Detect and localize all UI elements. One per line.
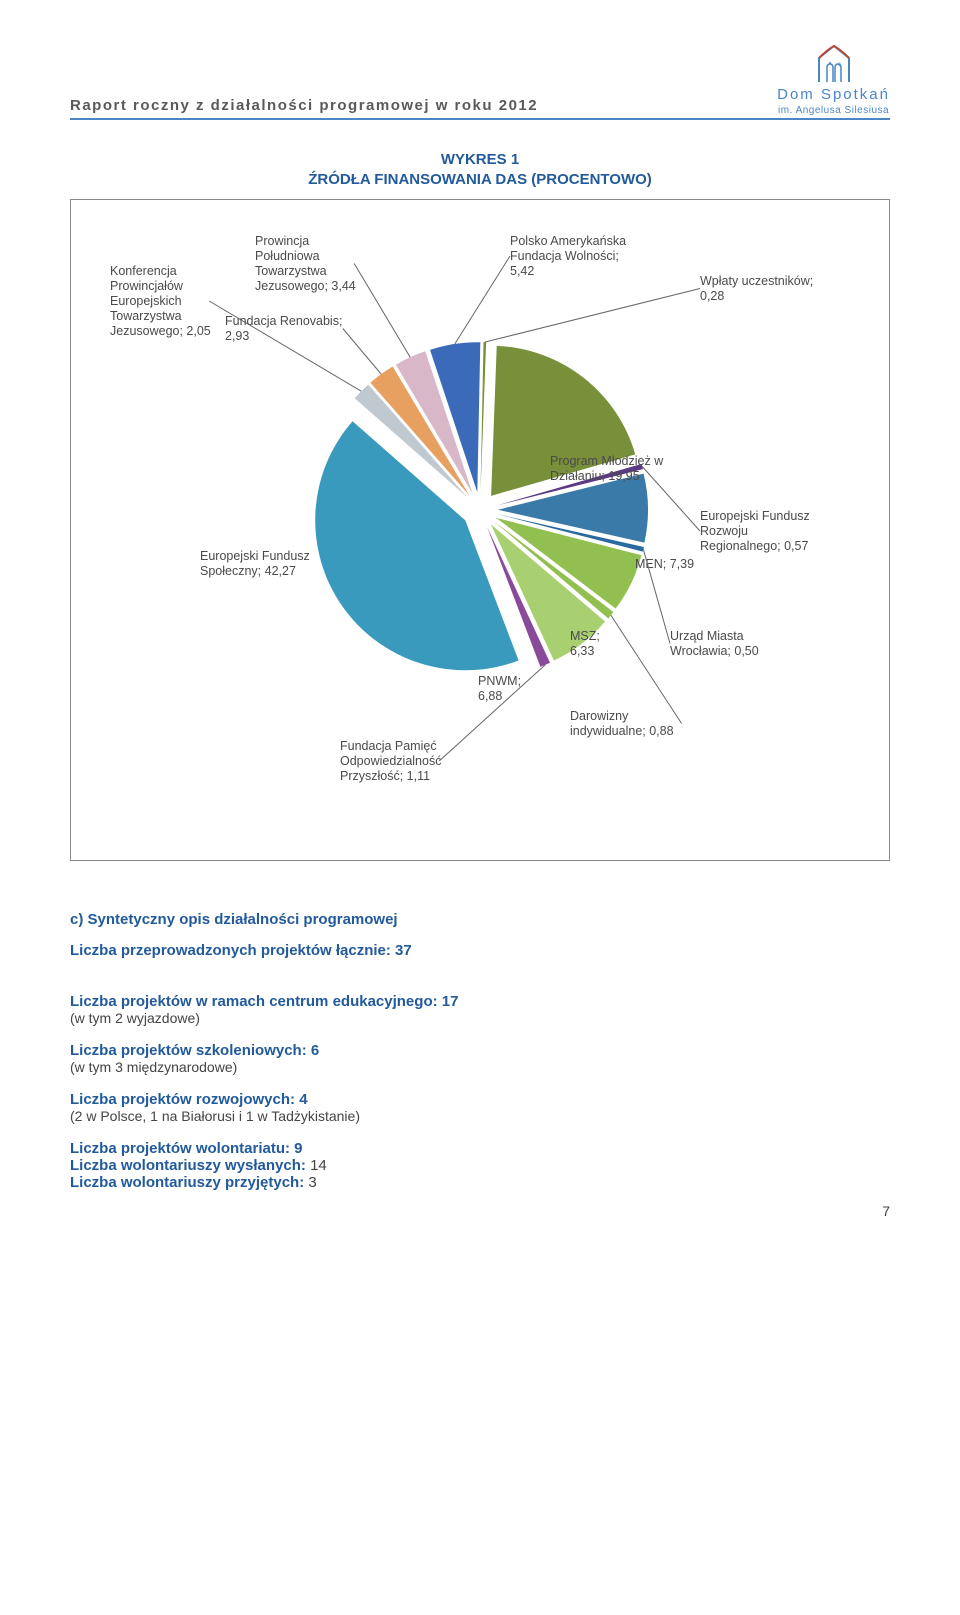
stat-head: Liczba projektów szkoleniowych: 6 bbox=[70, 1042, 890, 1059]
chart-slice-label: KonferencjaProwincjałówEuropejskichTowar… bbox=[110, 264, 211, 338]
pie-chart-container: Wpłaty uczestników;0,28 Program Młodzież … bbox=[70, 199, 890, 861]
chart-slice-label: Wpłaty uczestników;0,28 bbox=[700, 274, 813, 303]
chart-slice-label: PNWM;6,88 bbox=[478, 674, 521, 703]
page-header: Raport roczny z działalności programowej… bbox=[70, 40, 890, 120]
chart-title: WYKRES 1 ŹRÓDŁA FINANSOWANIA DAS (PROCEN… bbox=[70, 150, 890, 189]
chart-slice-label: Urząd MiastaWrocławia; 0,50 bbox=[670, 629, 759, 658]
section-c-heading: c) Syntetyczny opis działalności program… bbox=[70, 911, 890, 928]
logo-main-text: Dom Spotkań bbox=[777, 86, 890, 103]
section-c: c) Syntetyczny opis działalności program… bbox=[70, 911, 890, 1191]
volunteer-block: Liczba projektów wolontariatu: 9 Liczba … bbox=[70, 1140, 890, 1191]
stat-block: Liczba projektów rozwojowych: 4(2 w Pols… bbox=[70, 1091, 890, 1124]
leader-line bbox=[455, 256, 510, 344]
stat-block: Liczba projektów szkoleniowych: 6(w tym … bbox=[70, 1042, 890, 1075]
volunteers-received: Liczba wolontariuszy przyjętych: 3 bbox=[70, 1174, 890, 1191]
chart-slice-label: MSZ;6,33 bbox=[570, 629, 600, 658]
stat-sub: (w tym 3 międzynarodowe) bbox=[70, 1059, 890, 1075]
page-number: 7 bbox=[882, 1203, 890, 1219]
chart-slice-label: Program Młodzież wDziałaniu; 19,95 bbox=[550, 454, 664, 483]
volunteers-sent: Liczba wolontariuszy wysłanych: 14 bbox=[70, 1157, 890, 1174]
pie-chart: Wpłaty uczestników;0,28 Program Młodzież … bbox=[80, 210, 880, 850]
chart-slice-label: ProwincjaPołudniowaTowarzystwaJezusowego… bbox=[255, 234, 356, 293]
chart-slice-label: Europejski FunduszRozwojuRegionalnego; 0… bbox=[700, 509, 810, 553]
stat-head: Liczba projektów rozwojowych: 4 bbox=[70, 1091, 890, 1108]
stat-sub: (2 w Polsce, 1 na Białorusi i 1 w Tadżyk… bbox=[70, 1108, 890, 1124]
stat-block: Liczba projektów w ramach centrum edukac… bbox=[70, 993, 890, 1026]
logo-sub-text: im. Angelusa Silesiusa bbox=[777, 105, 890, 116]
chart-slice-label: Darowiznyindywidualne; 0,88 bbox=[570, 709, 674, 738]
chart-slice-label: MEN; 7,39 bbox=[635, 557, 694, 571]
stat-sub: (w tym 2 wyjazdowe) bbox=[70, 1010, 890, 1026]
leader-line bbox=[343, 329, 381, 375]
chart-slice-label: Fundacja PamięćOdpowiedzialnośćPrzyszłoś… bbox=[340, 739, 441, 783]
pie-slice bbox=[315, 421, 518, 670]
chart-slice-label: Europejski FunduszSpołeczny; 42,27 bbox=[200, 549, 310, 578]
chart-slice-label: Polsko AmerykańskaFundacja Wolności;5,42 bbox=[510, 234, 626, 278]
stat-head: Liczba projektów w ramach centrum edukac… bbox=[70, 993, 890, 1010]
report-title: Raport roczny z działalności programowej… bbox=[70, 97, 538, 114]
svg-text:c: c bbox=[838, 62, 841, 68]
leader-line bbox=[642, 467, 700, 531]
volunteer-projects: Liczba projektów wolontariatu: 9 bbox=[70, 1140, 890, 1157]
chart-slice-label: Fundacja Renovabis;2,93 bbox=[225, 314, 342, 343]
pie-slice bbox=[481, 342, 487, 492]
total-projects: Liczba przeprowadzonych projektów łączni… bbox=[70, 942, 890, 959]
leader-line bbox=[354, 264, 410, 358]
logo: c Dom Spotkań im. Angelusa Silesiusa bbox=[777, 40, 890, 114]
leader-line bbox=[485, 289, 700, 343]
chart-title-line1: WYKRES 1 bbox=[441, 151, 519, 168]
house-logo-icon: c bbox=[807, 40, 861, 84]
chart-title-line2: ŹRÓDŁA FINANSOWANIA DAS (PROCENTOWO) bbox=[308, 171, 652, 188]
